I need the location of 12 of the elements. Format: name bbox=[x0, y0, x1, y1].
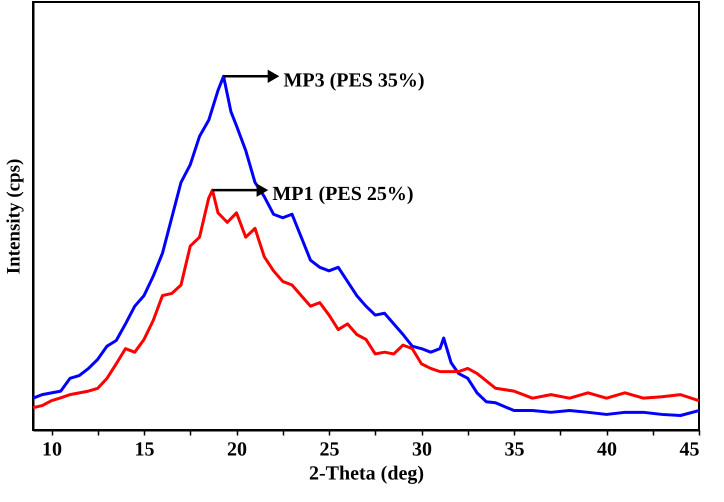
annotation: MP3 (PES 35%) bbox=[284, 69, 425, 92]
y-axis-title: Intensity (cps) bbox=[4, 158, 24, 274]
x-tick-label: 10 bbox=[42, 438, 62, 460]
annotation: MP1 (PES 25%) bbox=[272, 183, 414, 206]
x-tick-label: 35 bbox=[504, 438, 524, 460]
x-tick-label: 40 bbox=[597, 438, 617, 460]
x-tick-label: 15 bbox=[134, 438, 154, 460]
x-tick-label: 20 bbox=[227, 438, 247, 460]
x-axis-title: 2-Theta (deg) bbox=[309, 462, 424, 484]
x-tick-label: 25 bbox=[320, 438, 340, 460]
x-tick-label: 45 bbox=[680, 438, 700, 460]
x-tick-label: 30 bbox=[412, 438, 432, 460]
